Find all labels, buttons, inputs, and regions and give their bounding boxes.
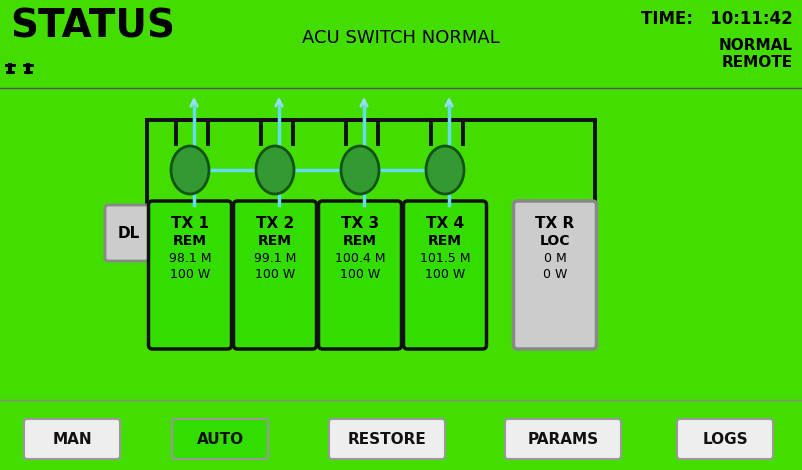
Text: TX 2: TX 2 (256, 216, 294, 230)
Text: REM: REM (342, 234, 376, 248)
Text: RESTORE: RESTORE (347, 431, 426, 446)
FancyBboxPatch shape (0, 0, 802, 88)
Ellipse shape (256, 146, 294, 194)
FancyBboxPatch shape (24, 419, 119, 459)
FancyBboxPatch shape (403, 201, 486, 349)
Text: REM: REM (427, 234, 461, 248)
FancyBboxPatch shape (329, 419, 444, 459)
Text: TX R: TX R (535, 216, 574, 230)
FancyBboxPatch shape (512, 201, 596, 349)
FancyBboxPatch shape (676, 419, 772, 459)
FancyBboxPatch shape (233, 201, 316, 349)
Text: REM: REM (172, 234, 207, 248)
FancyBboxPatch shape (148, 201, 231, 349)
Text: 100.4 M: 100.4 M (334, 252, 385, 266)
Text: STATUS: STATUS (10, 8, 175, 46)
Text: TX 4: TX 4 (425, 216, 464, 230)
Text: NORMAL: NORMAL (718, 38, 792, 53)
FancyBboxPatch shape (318, 201, 401, 349)
Text: REMOTE: REMOTE (721, 55, 792, 70)
Text: 100 W: 100 W (170, 268, 210, 282)
Text: 100 W: 100 W (254, 268, 295, 282)
Ellipse shape (171, 146, 209, 194)
Text: 99.1 M: 99.1 M (253, 252, 296, 266)
Text: DL: DL (118, 226, 140, 241)
Text: 101.5 M: 101.5 M (419, 252, 470, 266)
Text: LOC: LOC (539, 234, 569, 248)
Ellipse shape (426, 146, 464, 194)
Text: 98.1 M: 98.1 M (168, 252, 211, 266)
Text: MAN: MAN (52, 431, 91, 446)
Text: 100 W: 100 W (339, 268, 379, 282)
Text: REM: REM (257, 234, 292, 248)
Text: AUTO: AUTO (196, 431, 243, 446)
Text: 100 W: 100 W (424, 268, 464, 282)
FancyBboxPatch shape (504, 419, 620, 459)
Ellipse shape (341, 146, 379, 194)
Text: PARAMS: PARAMS (527, 431, 597, 446)
Text: ACU SWITCH NORMAL: ACU SWITCH NORMAL (302, 29, 500, 47)
Text: TX 3: TX 3 (341, 216, 379, 230)
Text: LOGS: LOGS (701, 431, 747, 446)
Text: 0 W: 0 W (542, 268, 566, 282)
FancyBboxPatch shape (172, 419, 268, 459)
Text: TIME:   10:11:42: TIME: 10:11:42 (641, 10, 792, 28)
Text: 0 M: 0 M (543, 252, 565, 266)
Text: TX 1: TX 1 (171, 216, 209, 230)
FancyBboxPatch shape (105, 205, 153, 261)
